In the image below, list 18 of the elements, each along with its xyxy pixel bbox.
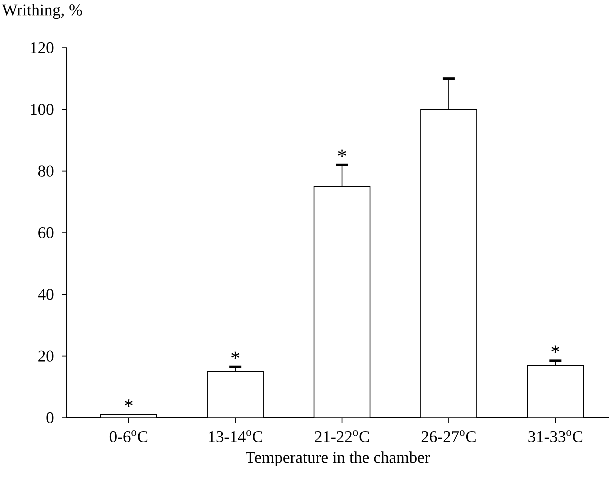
y-tick-label: 40 [38,289,54,300]
y-tick-label: 80 [38,166,54,177]
x-tick-label: 26-27$^{o}$C [422,430,476,442]
annotation: * [232,352,240,360]
y-tick-label: 20 [38,350,54,362]
annotation: * [552,346,560,354]
y-tick-label: 100 [31,104,54,116]
y-tick-label: 0 [46,412,54,424]
annotation: * [124,400,133,407]
x-tick-label: 13-14$^{o}$C [209,430,262,442]
annotation: * [338,150,346,158]
x-axis-title: Temperature in the chamber [246,452,430,467]
y-tick-label: 120 [31,42,54,54]
x-tick-label: 0-6$^{o}$C [110,430,148,442]
y-axis-title: Writhing, % [2,4,82,20]
x-tick-label: 31-33$^{o}$C [528,430,583,442]
y-tick-label: 60 [38,227,54,239]
x-tick-label: 21-22$^{o}$C [315,430,370,442]
